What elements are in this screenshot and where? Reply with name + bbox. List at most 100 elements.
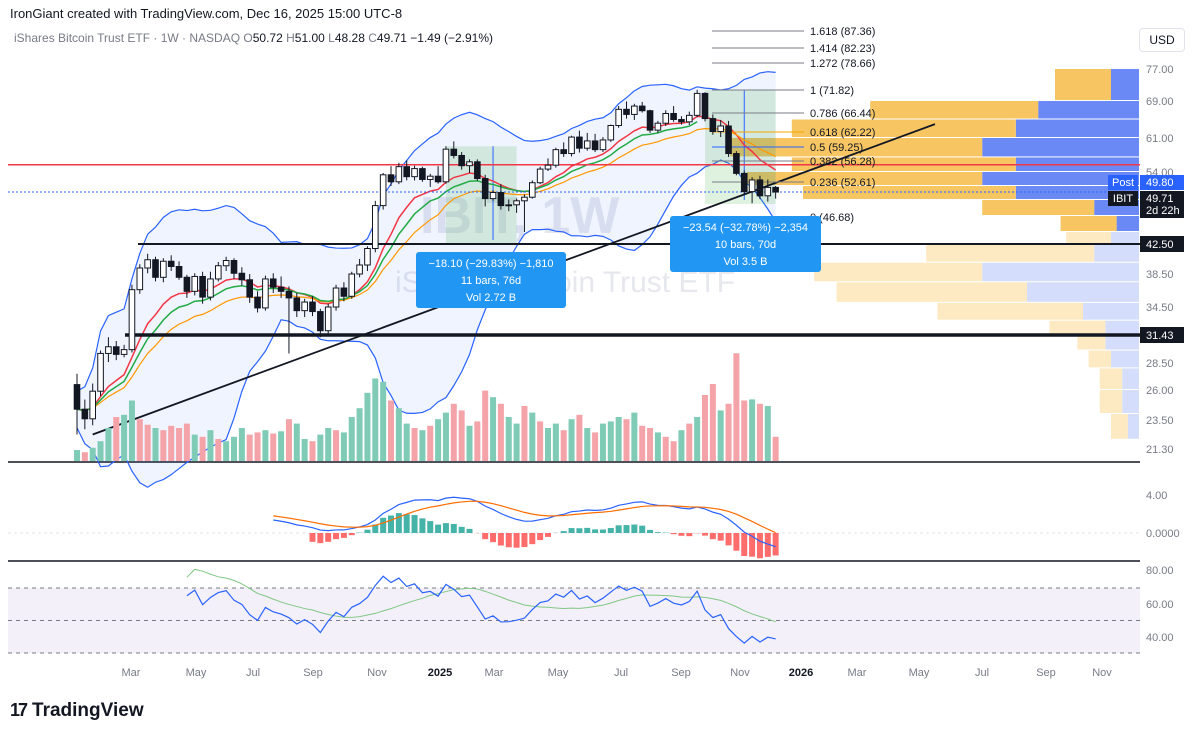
post-price-badge (1140, 175, 1184, 190)
candle-body (725, 125, 732, 155)
candle-body (740, 172, 748, 193)
time-axis-label: Mar (485, 667, 504, 679)
volume-bar (623, 419, 630, 461)
macd-histogram-bar (372, 524, 379, 533)
volume-profile-down-bar (814, 262, 983, 282)
candle-body (144, 259, 151, 269)
volume-bar (435, 419, 442, 461)
price-axis-tick: 77.00 (1146, 64, 1174, 76)
volume-bar (333, 430, 340, 461)
measure-bars-text: 11 bars, 76d (461, 275, 521, 287)
candle-body (733, 153, 740, 174)
close-label: C (368, 31, 377, 45)
volume-profile-down-bar (1049, 320, 1106, 334)
volume-profile-up-bar (1111, 69, 1139, 100)
time-axis-label: Mar (848, 667, 867, 679)
ticker-label-text: IBIT (1113, 193, 1133, 205)
fib-level-label: 1.414 (82.23) (810, 43, 875, 55)
candle-body (324, 306, 332, 332)
volume-profile-up-bar (1105, 334, 1139, 350)
macd-histogram-bar (717, 533, 724, 541)
macd-histogram-bar (772, 533, 779, 556)
volume-bar (403, 423, 410, 461)
volume-bar (121, 414, 128, 461)
fib-level-label: 1 (71.82) (810, 85, 854, 97)
candle-body (442, 148, 450, 183)
volume-bar (552, 423, 559, 461)
volume-bar (615, 417, 622, 461)
candle-body (105, 346, 112, 354)
tradingview-logo-icon: 17 (10, 700, 28, 720)
macd-histogram-bar (395, 513, 402, 533)
time-axis-label: 2026 (789, 667, 813, 679)
volume-profile-up-bar (1027, 282, 1139, 302)
volume-bar (191, 434, 198, 461)
volume-bar (285, 419, 292, 461)
volume-bar (639, 425, 646, 461)
candle-body (764, 186, 772, 197)
macd-histogram-bar (607, 528, 614, 533)
volume-profile-up-bar (1111, 232, 1139, 243)
last-price-badge (1140, 191, 1184, 218)
volume-bar (270, 433, 277, 461)
low-label: L (328, 31, 335, 45)
symbol-title[interactable]: iShares Bitcoin Trust ETF · 1W · NASDAQ (14, 31, 241, 45)
currency-button[interactable]: USD (1139, 28, 1185, 52)
macd-histogram-bar (756, 533, 763, 559)
candle-body (160, 260, 167, 278)
author-attribution: IronGiant created with TradingView.com, … (10, 6, 403, 21)
volume-profile-down-bar (870, 101, 1039, 119)
macd-histogram-bar (364, 529, 371, 533)
fib-level-label: 1.618 (87.36) (810, 26, 875, 38)
candle-body (112, 346, 120, 355)
price-axis-tick: 61.00 (1146, 133, 1174, 145)
time-axis-label: Nov (1092, 667, 1112, 679)
candle-body (756, 179, 764, 197)
candle-body (544, 164, 552, 170)
volume-bar (662, 436, 669, 461)
volume-bar (513, 423, 520, 461)
last-price-text: 49.71 (1146, 193, 1174, 205)
level-badge-31-43-text: 31.43 (1146, 330, 1174, 342)
macd-histogram-bar (435, 524, 442, 533)
tradingview-logo[interactable]: 17 TradingView (10, 700, 144, 722)
macd-histogram-bar (529, 533, 536, 545)
price-axis-tick: 28.50 (1146, 358, 1174, 370)
volume-profile-up-bar (1122, 368, 1139, 389)
volume-bar (144, 424, 151, 461)
post-label-badge (1108, 175, 1138, 190)
candle-body (474, 161, 481, 180)
measure-change-text: −23.54 (−32.78%) −2,354 (683, 222, 808, 234)
volume-bar (364, 392, 371, 461)
candle-body (317, 311, 324, 332)
candle-body (576, 136, 583, 149)
macd-histogram-bar (560, 531, 567, 533)
time-axis-label: May (186, 667, 207, 679)
price-axis: 77.0069.0061.0054.0048.0038.5034.5028.50… (1146, 64, 1174, 456)
volume-bar (89, 447, 96, 461)
macd-histogram-bar (647, 529, 654, 533)
macd-histogram-bar (513, 533, 520, 548)
volume-bar (105, 428, 112, 461)
candle-body (309, 301, 316, 313)
candle-body (340, 287, 348, 297)
volume-profile-down-bar (1066, 232, 1111, 243)
macd-histogram-bar (584, 527, 591, 533)
candle-body (568, 136, 575, 155)
fib-level-label: 0.5 (59.25) (810, 142, 863, 154)
candle-body (583, 140, 591, 149)
fib-level-label: 0.618 (62.22) (810, 127, 875, 139)
volume-profile-down-bar (791, 119, 1016, 137)
price-axis-tick: 23.50 (1146, 415, 1174, 427)
price-axis-tick: 69.00 (1146, 96, 1174, 108)
macd-histogram-bar (521, 533, 528, 548)
candle-body (623, 108, 630, 115)
macd-histogram-bar (466, 528, 473, 533)
candle-body (262, 278, 269, 309)
candle-body (678, 119, 685, 123)
ticker-label-badge (1108, 191, 1138, 206)
volume-bar (231, 436, 237, 461)
macd-histogram-bar (450, 523, 457, 533)
volume-profile-down-bar (1099, 368, 1123, 389)
